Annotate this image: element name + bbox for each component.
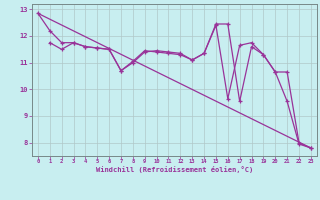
X-axis label: Windchill (Refroidissement éolien,°C): Windchill (Refroidissement éolien,°C) [96,166,253,173]
